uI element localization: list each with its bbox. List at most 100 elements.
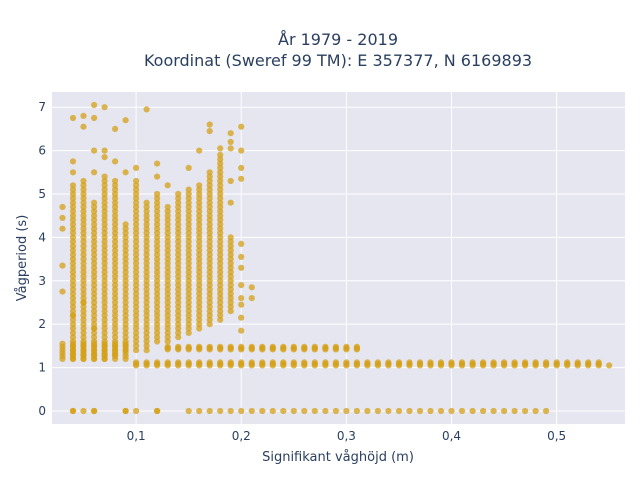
data-point — [206, 251, 213, 258]
data-point — [206, 121, 213, 128]
data-point — [154, 260, 161, 267]
data-point — [206, 195, 213, 202]
data-point — [112, 251, 119, 258]
data-point — [69, 238, 77, 245]
data-point — [227, 273, 234, 280]
data-point — [227, 260, 234, 267]
data-point — [196, 221, 203, 228]
data-point — [301, 407, 308, 415]
data-point — [238, 123, 245, 130]
data-point — [101, 325, 108, 332]
data-point — [164, 264, 171, 271]
data-point — [69, 247, 77, 254]
data-point — [59, 288, 66, 295]
data-point — [217, 208, 224, 215]
data-point — [175, 212, 182, 219]
data-point — [91, 295, 98, 302]
data-point — [133, 316, 140, 323]
data-point — [101, 247, 108, 254]
data-point — [91, 101, 98, 109]
data-point — [227, 343, 234, 350]
data-point — [133, 203, 140, 211]
data-point — [69, 325, 77, 332]
x-tick-label: 0,5 — [547, 429, 566, 443]
data-point — [122, 169, 129, 176]
y-tick-label: 0 — [38, 404, 46, 418]
data-point — [69, 295, 77, 302]
data-point — [217, 277, 224, 284]
data-point — [206, 303, 213, 310]
data-point — [490, 407, 497, 415]
data-point — [80, 208, 87, 215]
data-point — [164, 216, 171, 224]
data-point — [206, 212, 213, 219]
data-point — [217, 195, 224, 202]
data-point — [143, 216, 150, 224]
data-point — [301, 343, 308, 350]
data-point — [80, 282, 87, 289]
data-point — [175, 325, 182, 332]
data-point — [101, 321, 108, 328]
data-point — [69, 321, 77, 328]
data-point — [112, 212, 119, 219]
data-point — [133, 256, 140, 263]
data-point — [69, 303, 77, 310]
data-point — [311, 359, 318, 366]
data-point — [164, 238, 171, 245]
data-point — [217, 156, 224, 163]
data-point — [595, 359, 602, 366]
data-point — [80, 308, 87, 315]
y-tick-label: 1 — [38, 361, 46, 375]
data-point — [206, 316, 213, 323]
data-point — [133, 229, 140, 237]
data-point — [122, 334, 129, 341]
data-point — [217, 359, 224, 366]
data-point — [206, 286, 213, 293]
data-point — [101, 260, 108, 267]
data-point — [91, 247, 98, 254]
data-point — [80, 190, 87, 198]
data-point — [217, 343, 224, 350]
data-point — [196, 199, 203, 206]
data-point — [290, 359, 297, 366]
data-point — [91, 321, 98, 328]
data-point — [238, 147, 245, 154]
data-point — [164, 256, 171, 263]
data-point — [196, 325, 203, 332]
data-point — [164, 359, 171, 366]
data-point — [101, 190, 108, 198]
data-point — [69, 190, 77, 198]
data-point — [133, 164, 140, 171]
data-point — [133, 264, 140, 271]
data-point — [227, 247, 234, 254]
data-point — [80, 316, 87, 323]
data-point — [101, 338, 108, 345]
data-point — [133, 286, 140, 293]
data-point — [154, 238, 161, 245]
data-point — [69, 286, 77, 293]
data-point — [122, 290, 129, 297]
data-point — [227, 295, 234, 302]
data-point — [143, 282, 150, 289]
data-point — [206, 308, 213, 315]
data-point — [101, 308, 108, 315]
data-point — [112, 334, 119, 341]
data-point — [154, 334, 161, 341]
data-point — [80, 407, 87, 415]
data-point — [143, 312, 150, 319]
data-point — [196, 234, 203, 241]
data-point — [185, 234, 192, 241]
x-axis-title: Signifikant våghöjd (m) — [262, 450, 414, 465]
data-point — [427, 359, 434, 366]
data-point — [227, 290, 234, 297]
data-point — [164, 338, 171, 345]
data-point — [185, 299, 192, 306]
data-point — [112, 308, 119, 315]
data-point — [101, 238, 108, 245]
data-point — [91, 347, 98, 354]
data-point — [112, 177, 119, 185]
data-point — [217, 260, 224, 267]
data-point — [112, 182, 119, 189]
data-point — [91, 290, 98, 297]
data-point — [154, 338, 161, 345]
